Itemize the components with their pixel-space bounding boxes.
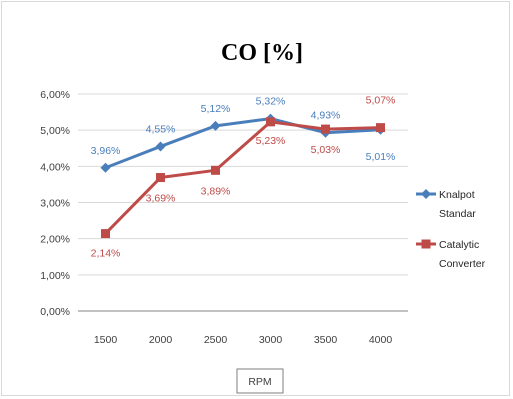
x-tick-label: 2000 [149,334,173,346]
series-line-2 [104,120,381,235]
data-point [100,162,111,173]
series-line-1 [104,117,381,170]
data-point [211,165,220,175]
data-point [266,117,275,127]
data-label: 5,07% [366,95,396,107]
y-tick-label: 1,00% [40,270,70,282]
data-label: 5,03% [311,144,341,156]
legend-label: Catalytic [439,239,479,251]
x-tick-label: 1500 [94,334,118,346]
y-tick-label: 3,00% [40,198,70,210]
x-tick-label: 2500 [204,334,228,346]
data-point [101,229,110,239]
data-label: 5,12% [201,103,231,115]
y-tick-label: 5,00% [40,125,70,137]
x-tick-label: 3500 [314,334,338,346]
y-tick-label: 6,00% [40,89,70,101]
y-tick-label: 4,00% [40,161,70,173]
x-axis-title: RPM [236,368,284,394]
data-label: 4,93% [311,110,341,122]
x-axis-label: RPM [248,376,271,388]
x-axis-title-box [236,368,284,394]
data-label: 3,69% [146,193,176,205]
data-label: 5,01% [366,151,396,163]
data-label: 5,23% [256,135,286,147]
data-label: 4,55% [146,123,176,135]
legend-label: Knalpot [439,189,475,201]
data-point [376,123,385,133]
data-label: 3,89% [201,185,231,197]
data-labels: 3,96% 4,55% 5,12% 5,32% 4,93% 5,01% 2,14% 3,69%… [91,95,396,260]
legend-label: Converter [439,258,486,270]
y-tick-label: 0,00% [40,306,70,318]
chart-title: CO [%] [221,40,303,66]
data-label: 5,32% [256,96,286,108]
y-axis-ticks: 0,00% 1,00% 2,00% 3,00% 4,00% 5,00% 6,00% [40,89,70,318]
data-label: 3,96% [91,145,121,157]
legend-marker [421,239,431,249]
data-point [321,124,330,134]
data-point [210,120,221,131]
x-tick-label: 3000 [259,334,283,346]
gridlines [78,93,408,312]
x-tick-label: 4000 [369,334,393,346]
data-point [155,141,166,152]
data-point [156,173,165,183]
legend-marker [421,189,431,199]
series-layer [100,113,386,239]
x-axis-ticks: 1500 2000 2500 3000 3500 4000 [94,334,393,346]
legend: Knalpot Standar Catalytic Converter [416,189,486,270]
data-label: 2,14% [91,248,121,260]
legend-label: Standar [439,208,476,220]
y-tick-label: 2,00% [40,234,70,246]
